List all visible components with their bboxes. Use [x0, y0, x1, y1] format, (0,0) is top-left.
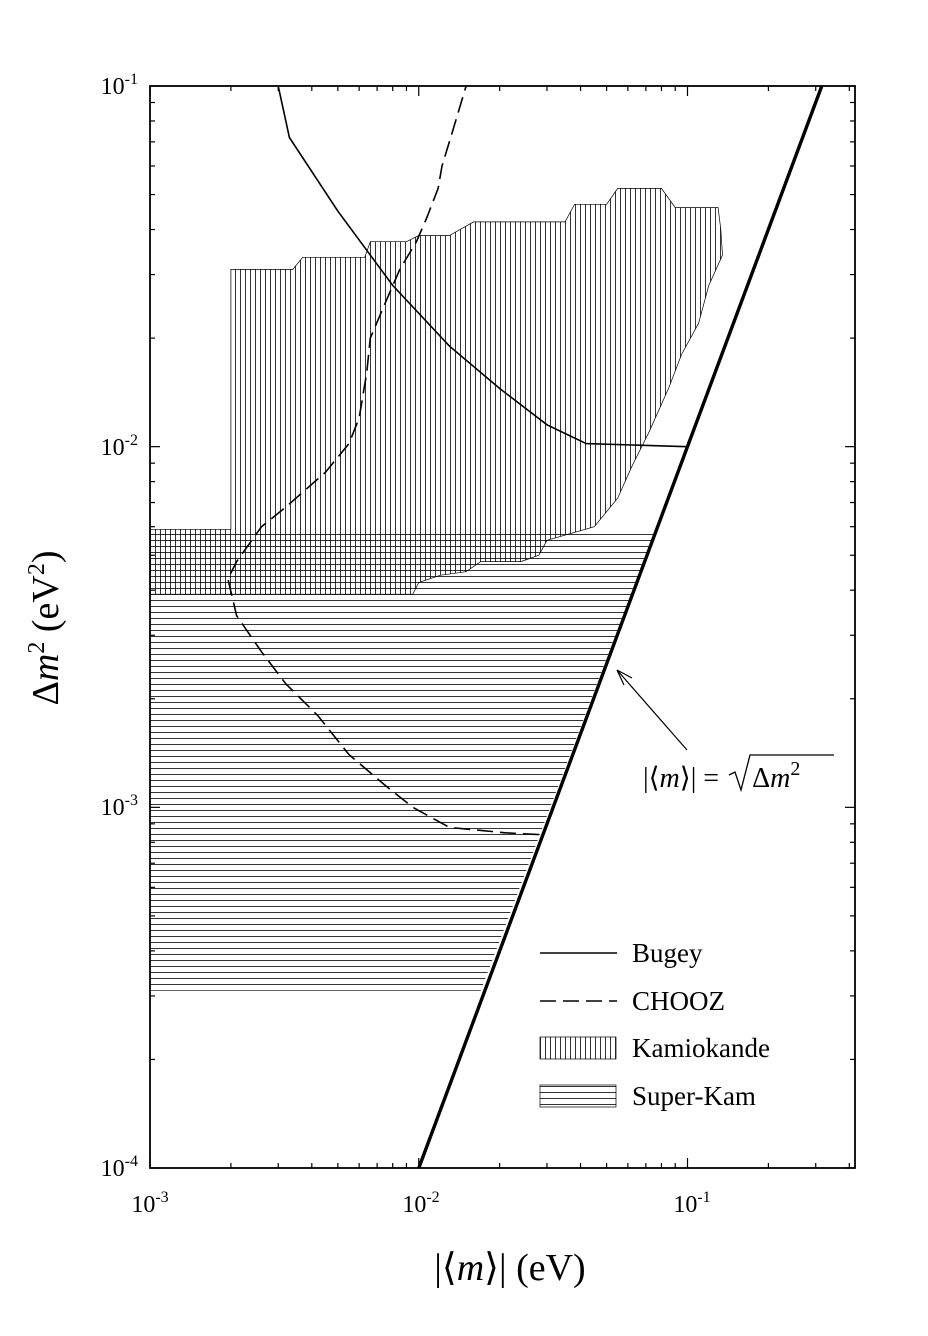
kamiokande-region: [150, 188, 723, 631]
legend-swatch-kamiokande: [539, 1036, 617, 1060]
annotation-arrow: [616, 669, 688, 751]
x-axis-title: |⟨m⟩| (eV): [434, 1247, 585, 1289]
y-tick-label: 10-1: [101, 71, 138, 100]
legend-label-bugey: Bugey: [632, 938, 703, 968]
legend: Bugey CHOOZ Kamiokande Super-Kam: [539, 938, 770, 1111]
annotation-arrowhead: [616, 669, 633, 686]
y-tick-label: 10-4: [101, 1153, 138, 1182]
axis-ticks: [149, 85, 855, 1169]
legend-swatch-super-kam: [539, 1084, 617, 1108]
equality-line: [417, 86, 824, 1168]
x-tick-label: 10-1: [673, 1189, 710, 1218]
legend-label-super-kam: Super-Kam: [632, 1081, 756, 1111]
legend-label-chooz: CHOOZ: [632, 986, 725, 1016]
x-tick-label: 10-3: [131, 1189, 168, 1218]
bugey-curve: [277, 86, 688, 448]
y-tick-label: 10-2: [101, 432, 138, 461]
y-tick-label: 10-3: [101, 792, 138, 821]
legend-label-kamiokande: Kamiokande: [632, 1033, 770, 1063]
y-axis-title: Δm2 (eV2): [24, 550, 67, 705]
plot-frame: [149, 85, 856, 1169]
annotation-label: |⟨m⟩| = Δm2: [643, 758, 800, 794]
super-kam-region: [150, 529, 656, 991]
x-tick-label: 10-2: [402, 1189, 439, 1218]
sqrt-sign: [728, 754, 834, 793]
